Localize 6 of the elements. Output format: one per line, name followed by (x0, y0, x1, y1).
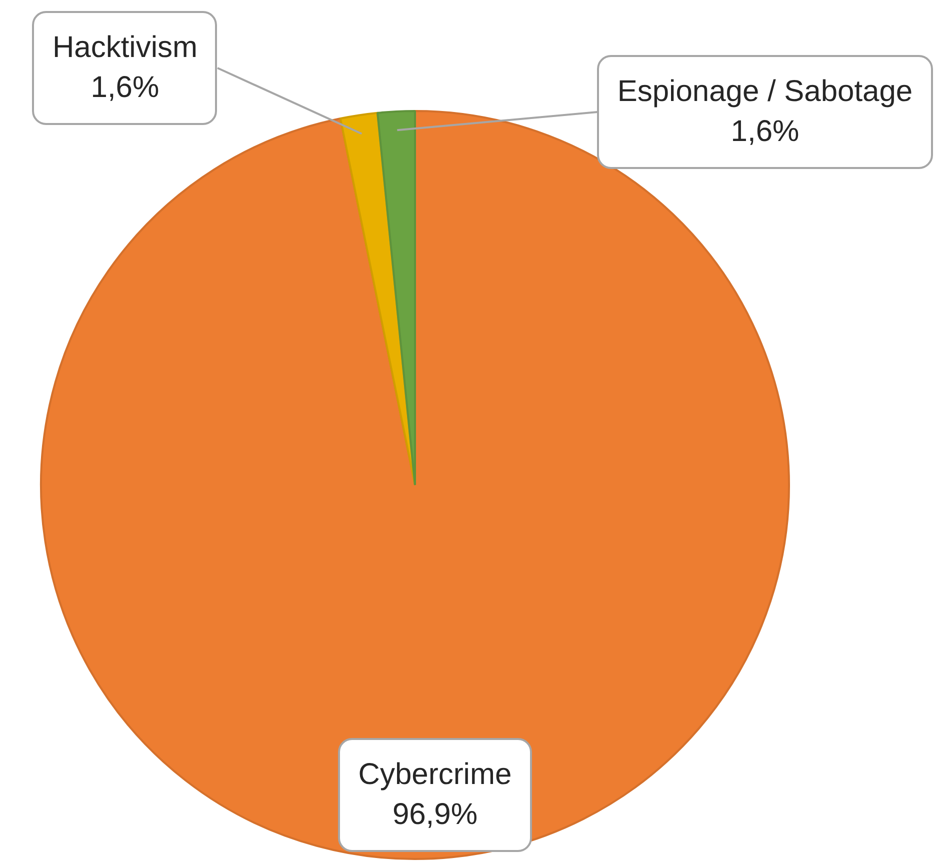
data-label: 1,6% (730, 114, 800, 150)
slice-label: Espionage / Sabotage (616, 74, 914, 110)
data-label: 1,6% (90, 70, 160, 106)
slice-label: Cybercrime (357, 757, 513, 793)
data-label: 96,9% (391, 797, 479, 833)
slice-label: Hacktivism (51, 30, 198, 66)
